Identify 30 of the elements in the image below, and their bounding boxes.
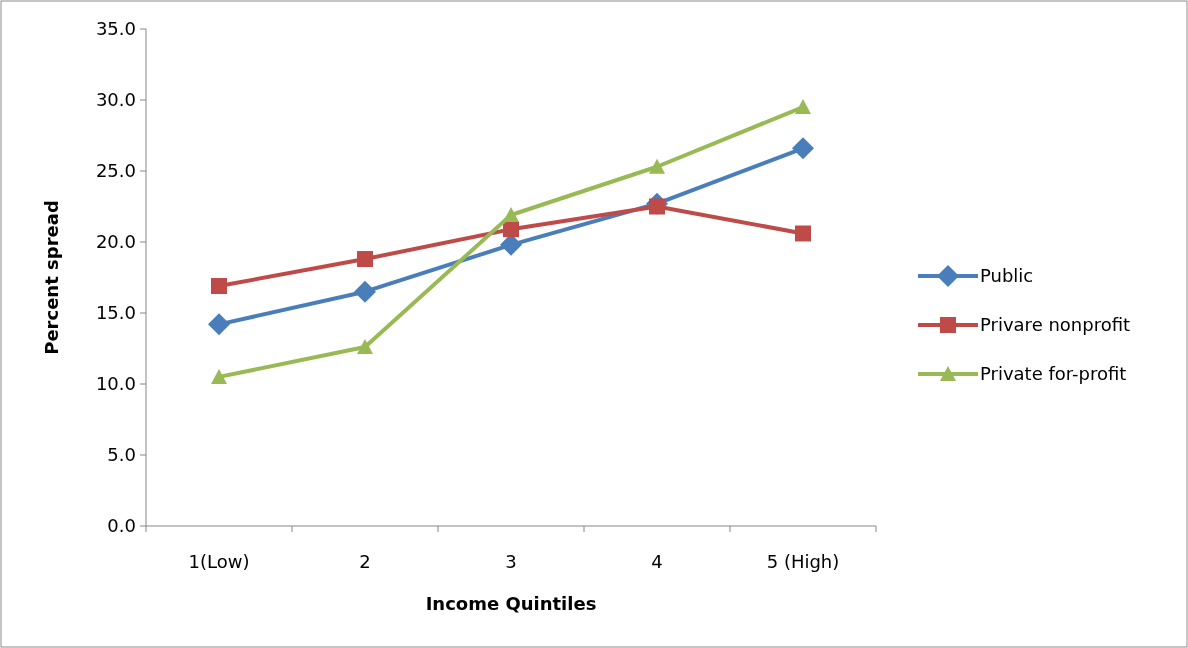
y-tick-label: 5.0 — [107, 444, 136, 466]
x-tick-label: 5 (High) — [766, 551, 840, 572]
y-tick-label: 15.0 — [95, 302, 136, 324]
y-tick-label: 20.0 — [95, 231, 136, 253]
point — [357, 251, 373, 268]
point — [503, 221, 519, 238]
legend-label: Private for-profit — [980, 363, 1127, 385]
legend-label: Public — [980, 265, 1034, 287]
x-tick-label: 2 — [359, 551, 371, 572]
x-tick-label: 3 — [505, 551, 517, 572]
point — [357, 339, 373, 355]
y-tick-label: 35.0 — [95, 18, 136, 40]
x-axis-title: Income Quintiles — [425, 593, 597, 614]
point — [795, 225, 811, 242]
point — [211, 278, 227, 295]
x-tick-label: 4 — [651, 551, 663, 572]
y-tick-label: 10.0 — [95, 373, 136, 395]
y-tick-label: 0.0 — [107, 515, 136, 537]
y-tick-label: 30.0 — [95, 89, 136, 111]
point — [208, 313, 230, 336]
point — [795, 99, 811, 115]
point — [354, 280, 376, 303]
point — [503, 207, 519, 223]
y-tick-label: 25.0 — [95, 160, 136, 182]
point — [649, 158, 665, 174]
x-tick-label: 1(Low) — [188, 551, 250, 572]
y-axis-title: Percent spread — [41, 200, 62, 355]
point — [211, 368, 227, 384]
legend-label: Privare nonprofit — [980, 314, 1131, 336]
point — [792, 137, 814, 160]
